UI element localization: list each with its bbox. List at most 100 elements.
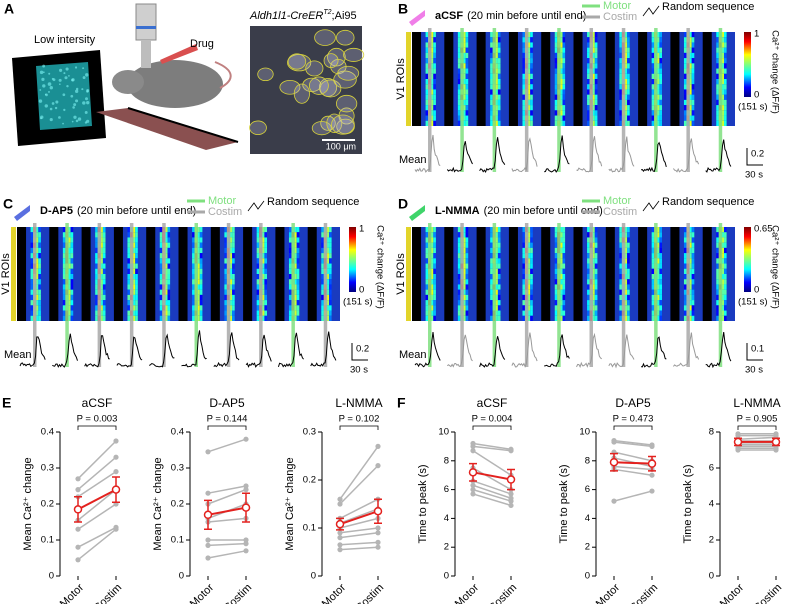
heatmap-cell: [30, 310, 34, 316]
heatmap-cell: [627, 42, 630, 48]
heatmap-cell: [562, 305, 566, 311]
heatmap-cell: [62, 284, 66, 290]
heatmap-cell: [127, 242, 131, 248]
heatmap-cell: [554, 242, 558, 248]
speckle: [63, 72, 66, 75]
heatmap-cell: [691, 300, 695, 306]
mean-point: [111, 485, 121, 494]
heatmap-cell: [619, 253, 622, 259]
y-tick-label: 6: [444, 484, 449, 495]
heatmap-cell: [527, 79, 531, 85]
heatmap-cell: [457, 268, 461, 274]
heatmap-cell: [197, 294, 200, 301]
heatmap-cell: [296, 258, 300, 264]
heatmap-cell: [224, 310, 227, 316]
heatmap-cell: [465, 99, 469, 106]
heatmap-cell: [562, 63, 566, 69]
mean-trace: [479, 336, 506, 368]
mean-point: [241, 503, 251, 512]
heatmap-cell: [594, 315, 598, 321]
heatmap-cell: [659, 247, 663, 254]
heatmap-cell: [497, 279, 501, 285]
heatmap-cell: [329, 284, 332, 290]
heatmap-cell: [689, 58, 692, 64]
heatmap-cell: [651, 227, 655, 233]
heatmap-cell: [127, 315, 131, 321]
y-axis-label: Time to peak (s): [558, 464, 570, 543]
heatmap-cell: [530, 89, 533, 95]
heatmap-cell: [465, 263, 469, 269]
significance-bracket: [613, 425, 653, 430]
heatmap-cell: [554, 268, 558, 274]
heatmap-cell: [68, 247, 71, 254]
heatmap-cell: [651, 310, 655, 316]
heatmap-cell: [433, 32, 436, 38]
heatmap-cell: [288, 227, 292, 233]
subject-point: [649, 443, 655, 449]
heatmap-cell: [683, 73, 687, 79]
treadmill: [96, 108, 238, 150]
heatmap-cell: [288, 294, 292, 301]
heatmap-cell: [522, 42, 526, 48]
heatmap-cell: [224, 237, 227, 243]
heatmap-cell: [164, 274, 168, 280]
heatmap-cell: [592, 37, 595, 43]
heatmap-cell: [659, 294, 663, 301]
heatmap-cell: [594, 247, 598, 254]
heatmap-cell: [716, 227, 719, 233]
heatmap-cell: [425, 242, 429, 248]
speckle: [58, 116, 61, 119]
heatmap-cell: [425, 94, 429, 100]
heatmap-cell: [232, 242, 235, 248]
heatmap-cell: [490, 47, 493, 53]
heatmap-cell: [527, 289, 531, 295]
heatmap-cell: [495, 227, 498, 233]
heatmap-cell: [594, 115, 598, 121]
heatmap-cell: [716, 310, 719, 316]
heatmap-cell: [587, 99, 590, 106]
heatmap-cell: [296, 253, 300, 259]
heatmap-cell: [624, 94, 628, 100]
subject-point: [470, 491, 476, 497]
heatmap-cell: [683, 47, 687, 53]
subject-line: [339, 532, 379, 539]
heatmap-cell: [554, 58, 558, 64]
heatmap-cell: [264, 227, 268, 233]
heatmap-cell: [433, 84, 436, 90]
heatmap-cell: [465, 63, 469, 69]
heatmap-cell: [587, 315, 590, 321]
heatmap-cell: [527, 284, 531, 290]
heatmap-cell: [724, 315, 727, 321]
heatmap-cell: [689, 274, 692, 280]
subject-point: [75, 557, 81, 563]
heatmap-cell: [425, 253, 429, 259]
heatmap-cell: [624, 300, 628, 306]
heatmap-cell: [425, 115, 429, 121]
heatmap-cell: [527, 63, 531, 69]
heatmap-cell: [321, 247, 324, 254]
heatmap-cell: [522, 284, 526, 290]
heatmap-cell: [232, 237, 235, 243]
heatmap-cell: [624, 37, 628, 43]
speckle: [71, 120, 74, 123]
heatmap-cell: [721, 94, 725, 100]
heatmap-cell: [425, 227, 429, 233]
heatmap-cell: [716, 47, 719, 53]
heatmap-cell: [294, 258, 297, 264]
heatmap-cell: [624, 79, 628, 85]
heatmap-cell: [554, 315, 558, 321]
subject-line: [207, 488, 247, 505]
heatmap-cell: [430, 105, 434, 111]
heatmap-cell: [132, 284, 136, 290]
heatmap-cell: [562, 52, 566, 59]
heatmap-cell: [587, 115, 590, 121]
heatmap-cell: [70, 289, 74, 295]
heatmap-cell: [594, 258, 598, 264]
heatmap-cell: [465, 289, 469, 295]
heatmap-cell: [562, 37, 566, 43]
y-tick-label: 0.1: [171, 535, 184, 546]
heatmap-cell: [430, 37, 434, 43]
heatmap-cell: [433, 253, 436, 259]
